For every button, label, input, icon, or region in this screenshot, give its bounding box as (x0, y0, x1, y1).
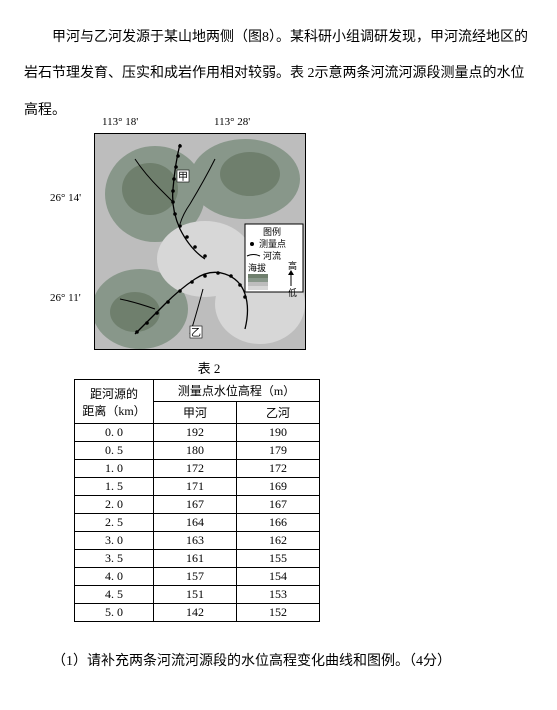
legend-river: 河流 (263, 250, 281, 261)
table-row: 0. 5180179 (75, 442, 320, 460)
table-row: 5. 0142152 (75, 604, 320, 622)
data-table: 距河源的距离（km） 测量点水位高程（m） 甲河 乙河 0. 01921900.… (74, 379, 320, 622)
lon-left: 113° 18' (102, 116, 138, 128)
intro-paragraph: 甲河与乙河发源于某山地两侧（图8）。某科研小组调研发现，甲河流经地区的岩石节理发… (24, 20, 533, 129)
table-row: 1. 5171169 (75, 478, 320, 496)
svg-text:乙: 乙 (191, 327, 201, 339)
legend-low: 低 (288, 287, 297, 298)
legend-high: 高 (288, 260, 297, 271)
table-row: 4. 5151153 (75, 586, 320, 604)
table-row: 3. 5161155 (75, 550, 320, 568)
legend-title: 图例 (263, 226, 281, 237)
legend-point: 测量点 (259, 239, 286, 249)
legend-elev: 海拔 (248, 262, 266, 273)
lat-bottom: 26° 11' (50, 292, 81, 304)
question-1: （1）请补充两条河流河源段的水位高程变化曲线和图例。（4分） (24, 648, 533, 676)
table-row: 2. 5164166 (75, 514, 320, 532)
map-figure: 甲 乙 图例 测量点 河流 海拔 高 低 113° 18' 113° 28' 2… (94, 133, 533, 350)
lat-top: 26° 14' (50, 192, 81, 204)
table-row: 4. 0157154 (75, 568, 320, 586)
table-caption: 表 2 (94, 358, 324, 377)
table-row: 3. 0163162 (75, 532, 320, 550)
lon-right: 113° 28' (214, 116, 250, 128)
table-row: 0. 0192190 (75, 424, 320, 442)
table-row: 1. 0172172 (75, 460, 320, 478)
svg-text:甲: 甲 (178, 172, 188, 183)
table-row: 2. 0167167 (75, 496, 320, 514)
map-svg: 甲 乙 图例 测量点 河流 海拔 高 低 (94, 133, 306, 350)
